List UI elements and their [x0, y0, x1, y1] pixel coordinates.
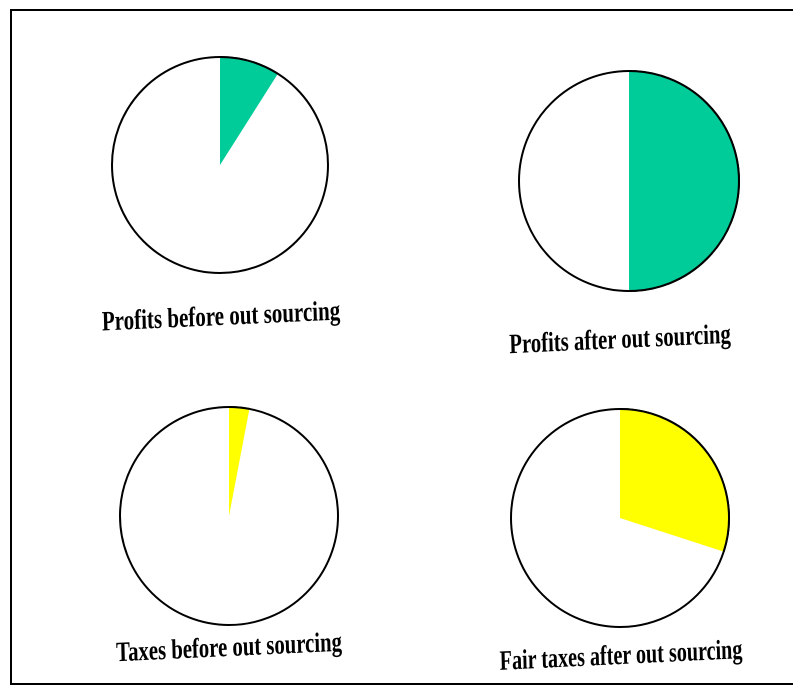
- label-fair-taxes-after: Fair taxes after out sourcing: [499, 634, 742, 677]
- pie-slice-arc-profits-after: [628, 70, 740, 292]
- pie-profits-before: [111, 56, 329, 274]
- label-taxes-before: Taxes before out sourcing: [116, 627, 343, 668]
- pie-slice-taxes-before: [229, 407, 250, 516]
- pie-slice-arc-profits-before: [219, 56, 279, 75]
- label-profits-after: Profits after out sourcing: [509, 319, 732, 360]
- pie-taxes-before: [119, 406, 339, 626]
- pie-slice-profits-before: [220, 57, 278, 165]
- pie-fair-taxes-after: [510, 408, 731, 628]
- label-profits-before: Profits before out sourcing: [101, 296, 341, 338]
- pie-profits-after: [518, 70, 740, 292]
- pie-slice-arc-taxes-before: [228, 406, 250, 410]
- pie-slice-fair-taxes-after: [620, 409, 730, 552]
- pie-slice-profits-after: [629, 71, 739, 291]
- pie-slice-arc-fair-taxes-after: [619, 408, 731, 552]
